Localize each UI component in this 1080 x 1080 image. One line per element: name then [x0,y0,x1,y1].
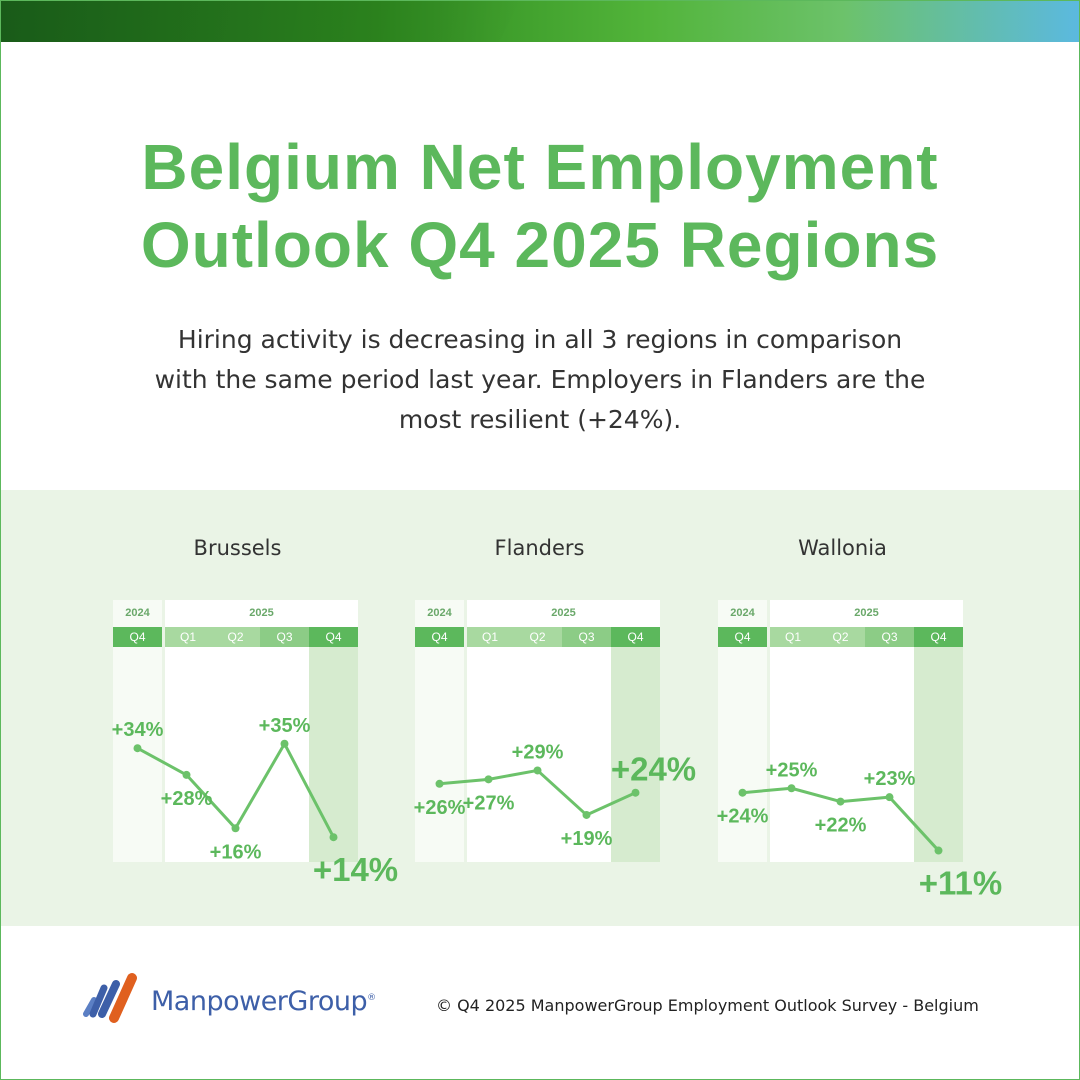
logo-text: ManpowerGroup [151,986,368,1017]
copyright-text: © Q4 2025 ManpowerGroup Employment Outlo… [436,996,979,1015]
quarter-header-brussels-4 [309,627,358,647]
data-point-wallonia-4 [934,846,943,855]
data-point-brussels-2 [231,824,240,833]
quarter-label-flanders-2: Q2 [529,630,545,644]
data-label-brussels-4: +14% [313,851,398,888]
data-point-flanders-3 [582,810,591,819]
quarter-header-wallonia-0 [718,627,767,647]
data-label-flanders-0: +26% [414,797,466,819]
year-label-2025-flanders: 2025 [551,607,575,619]
data-point-wallonia-2 [836,797,845,806]
data-point-brussels-1 [182,770,191,779]
data-label-flanders-3: +19% [561,828,613,850]
quarter-header-flanders-0 [415,627,464,647]
title-line-1: Belgium Net Employment [141,131,939,203]
data-point-brussels-0 [133,744,142,753]
data-point-flanders-1 [484,775,493,784]
region-title-wallonia: Wallonia [798,536,887,560]
region-title-brussels: Brussels [194,536,282,560]
data-point-flanders-0 [435,779,444,788]
data-label-wallonia-3: +23% [864,768,916,790]
data-point-flanders-4 [631,788,640,797]
highlight-column-wallonia [914,647,963,862]
quarter-header-brussels-0 [113,627,162,647]
quarter-header-flanders-4 [611,627,660,647]
quarter-label-flanders-3: Q3 [578,630,594,644]
quarter-label-flanders-1: Q1 [482,630,498,644]
page-subtitle: Hiring activity is decreasing in all 3 r… [154,325,926,434]
highlight-column-brussels [309,647,358,862]
quarter-label-brussels-3: Q3 [276,630,292,644]
data-label-flanders-4: +24% [611,751,696,788]
page-title: Belgium Net Employment Outlook Q4 2025 R… [0,128,1080,284]
logo-wordmark: ManpowerGroup® [151,986,376,1017]
highlight-column-flanders [611,647,660,862]
data-label-brussels-2: +16% [210,841,262,863]
quarter-label-brussels-2: Q2 [227,630,243,644]
quarter-header-flanders-3 [562,627,611,647]
logo-registered-mark: ® [367,993,376,1003]
quarter-header-brussels-2 [211,627,260,647]
quarter-header-wallonia-1 [770,627,816,647]
quarter-label-brussels-1: Q1 [180,630,196,644]
data-label-brussels-0: +34% [112,719,164,741]
data-point-brussels-4 [329,833,338,842]
data-point-brussels-3 [280,739,289,748]
quarter-header-flanders-2 [513,627,562,647]
quarter-label-wallonia-2: Q2 [832,630,848,644]
data-point-wallonia-1 [787,784,796,793]
quarter-label-wallonia-1: Q1 [785,630,801,644]
manpowergroup-logo-icon [83,973,137,1023]
year-label-2025-wallonia: 2025 [854,607,878,619]
quarter-header-brussels-1 [165,627,211,647]
quarter-label-wallonia-4: Q4 [930,630,946,644]
data-label-flanders-2: +29% [512,741,564,763]
quarter-label-brussels-0: Q4 [129,630,145,644]
quarter-header-wallonia-2 [816,627,865,647]
year-label-2025-brussels: 2025 [249,607,273,619]
year-label-2024-brussels: 2024 [125,607,150,619]
quarter-header-brussels-3 [260,627,309,647]
data-label-wallonia-0: +24% [717,806,769,828]
title-line-2: Outlook Q4 2025 Regions [140,209,940,281]
quarter-label-wallonia-3: Q3 [881,630,897,644]
data-label-flanders-1: +27% [463,792,515,814]
data-point-wallonia-3 [885,793,894,802]
top-gradient-band [0,0,1080,42]
quarter-header-wallonia-3 [865,627,914,647]
year-label-2024-flanders: 2024 [427,607,452,619]
year-label-2024-wallonia: 2024 [730,607,755,619]
quarter-label-flanders-0: Q4 [431,630,447,644]
data-point-flanders-2 [533,766,542,775]
data-label-wallonia-2: +22% [815,815,867,837]
quarter-header-flanders-1 [467,627,513,647]
quarter-label-flanders-4: Q4 [627,630,643,644]
data-label-wallonia-1: +25% [766,759,818,781]
region-title-flanders: Flanders [495,536,585,560]
data-label-brussels-3: +35% [259,715,311,737]
data-label-brussels-1: +28% [161,788,213,810]
quarter-label-wallonia-0: Q4 [734,630,750,644]
quarter-label-brussels-4: Q4 [325,630,341,644]
quarter-header-wallonia-4 [914,627,963,647]
data-point-wallonia-0 [738,788,747,797]
data-label-wallonia-4: +11% [919,865,1003,902]
